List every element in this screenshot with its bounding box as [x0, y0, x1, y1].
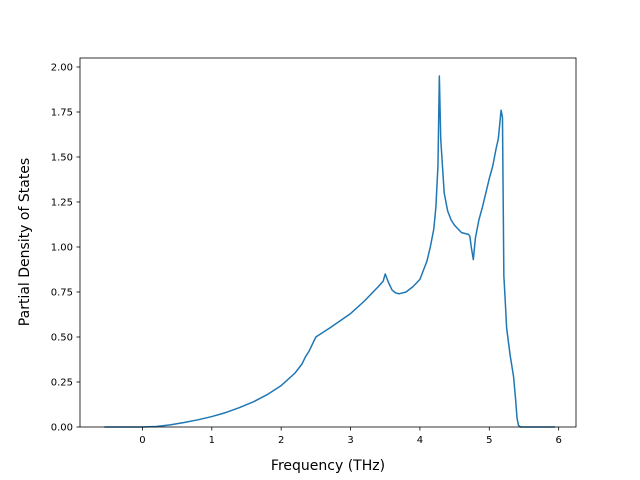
y-tick-label: 1.00: [51, 243, 73, 254]
plot-area: [79, 57, 577, 428]
y-tick-label: 2.00: [51, 63, 73, 74]
y-tick-label: 0.25: [51, 378, 73, 389]
series-line-0: [104, 75, 556, 428]
y-tick-label: 1.50: [51, 153, 73, 164]
y-axis-ticks: 0.00 0.25 0.50 0.75 1.00 1.25 1.50 1.75 2.00: [51, 63, 80, 434]
axes-frame: [79, 57, 577, 428]
y-tick-label: 1.75: [51, 108, 73, 119]
x-tick-label: 1: [209, 435, 215, 446]
x-tick-label: 0: [139, 435, 145, 446]
x-axis-label: Frequency (THz): [271, 458, 385, 474]
y-tick-label: 0.00: [51, 423, 73, 434]
x-tick-label: 5: [486, 435, 492, 446]
y-tick-label: 1.25: [51, 198, 73, 209]
x-tick-label: 2: [278, 435, 284, 446]
x-tick-label: 4: [417, 435, 423, 446]
x-axis-ticks: 0 1 2 3 4 5 6: [139, 427, 562, 446]
y-tick-label: 0.75: [51, 288, 73, 299]
x-tick-label: 3: [347, 435, 353, 446]
x-tick-label: 6: [555, 435, 561, 446]
y-axis-label: Partial Density of States: [17, 158, 33, 326]
y-tick-label: 0.50: [51, 333, 73, 344]
